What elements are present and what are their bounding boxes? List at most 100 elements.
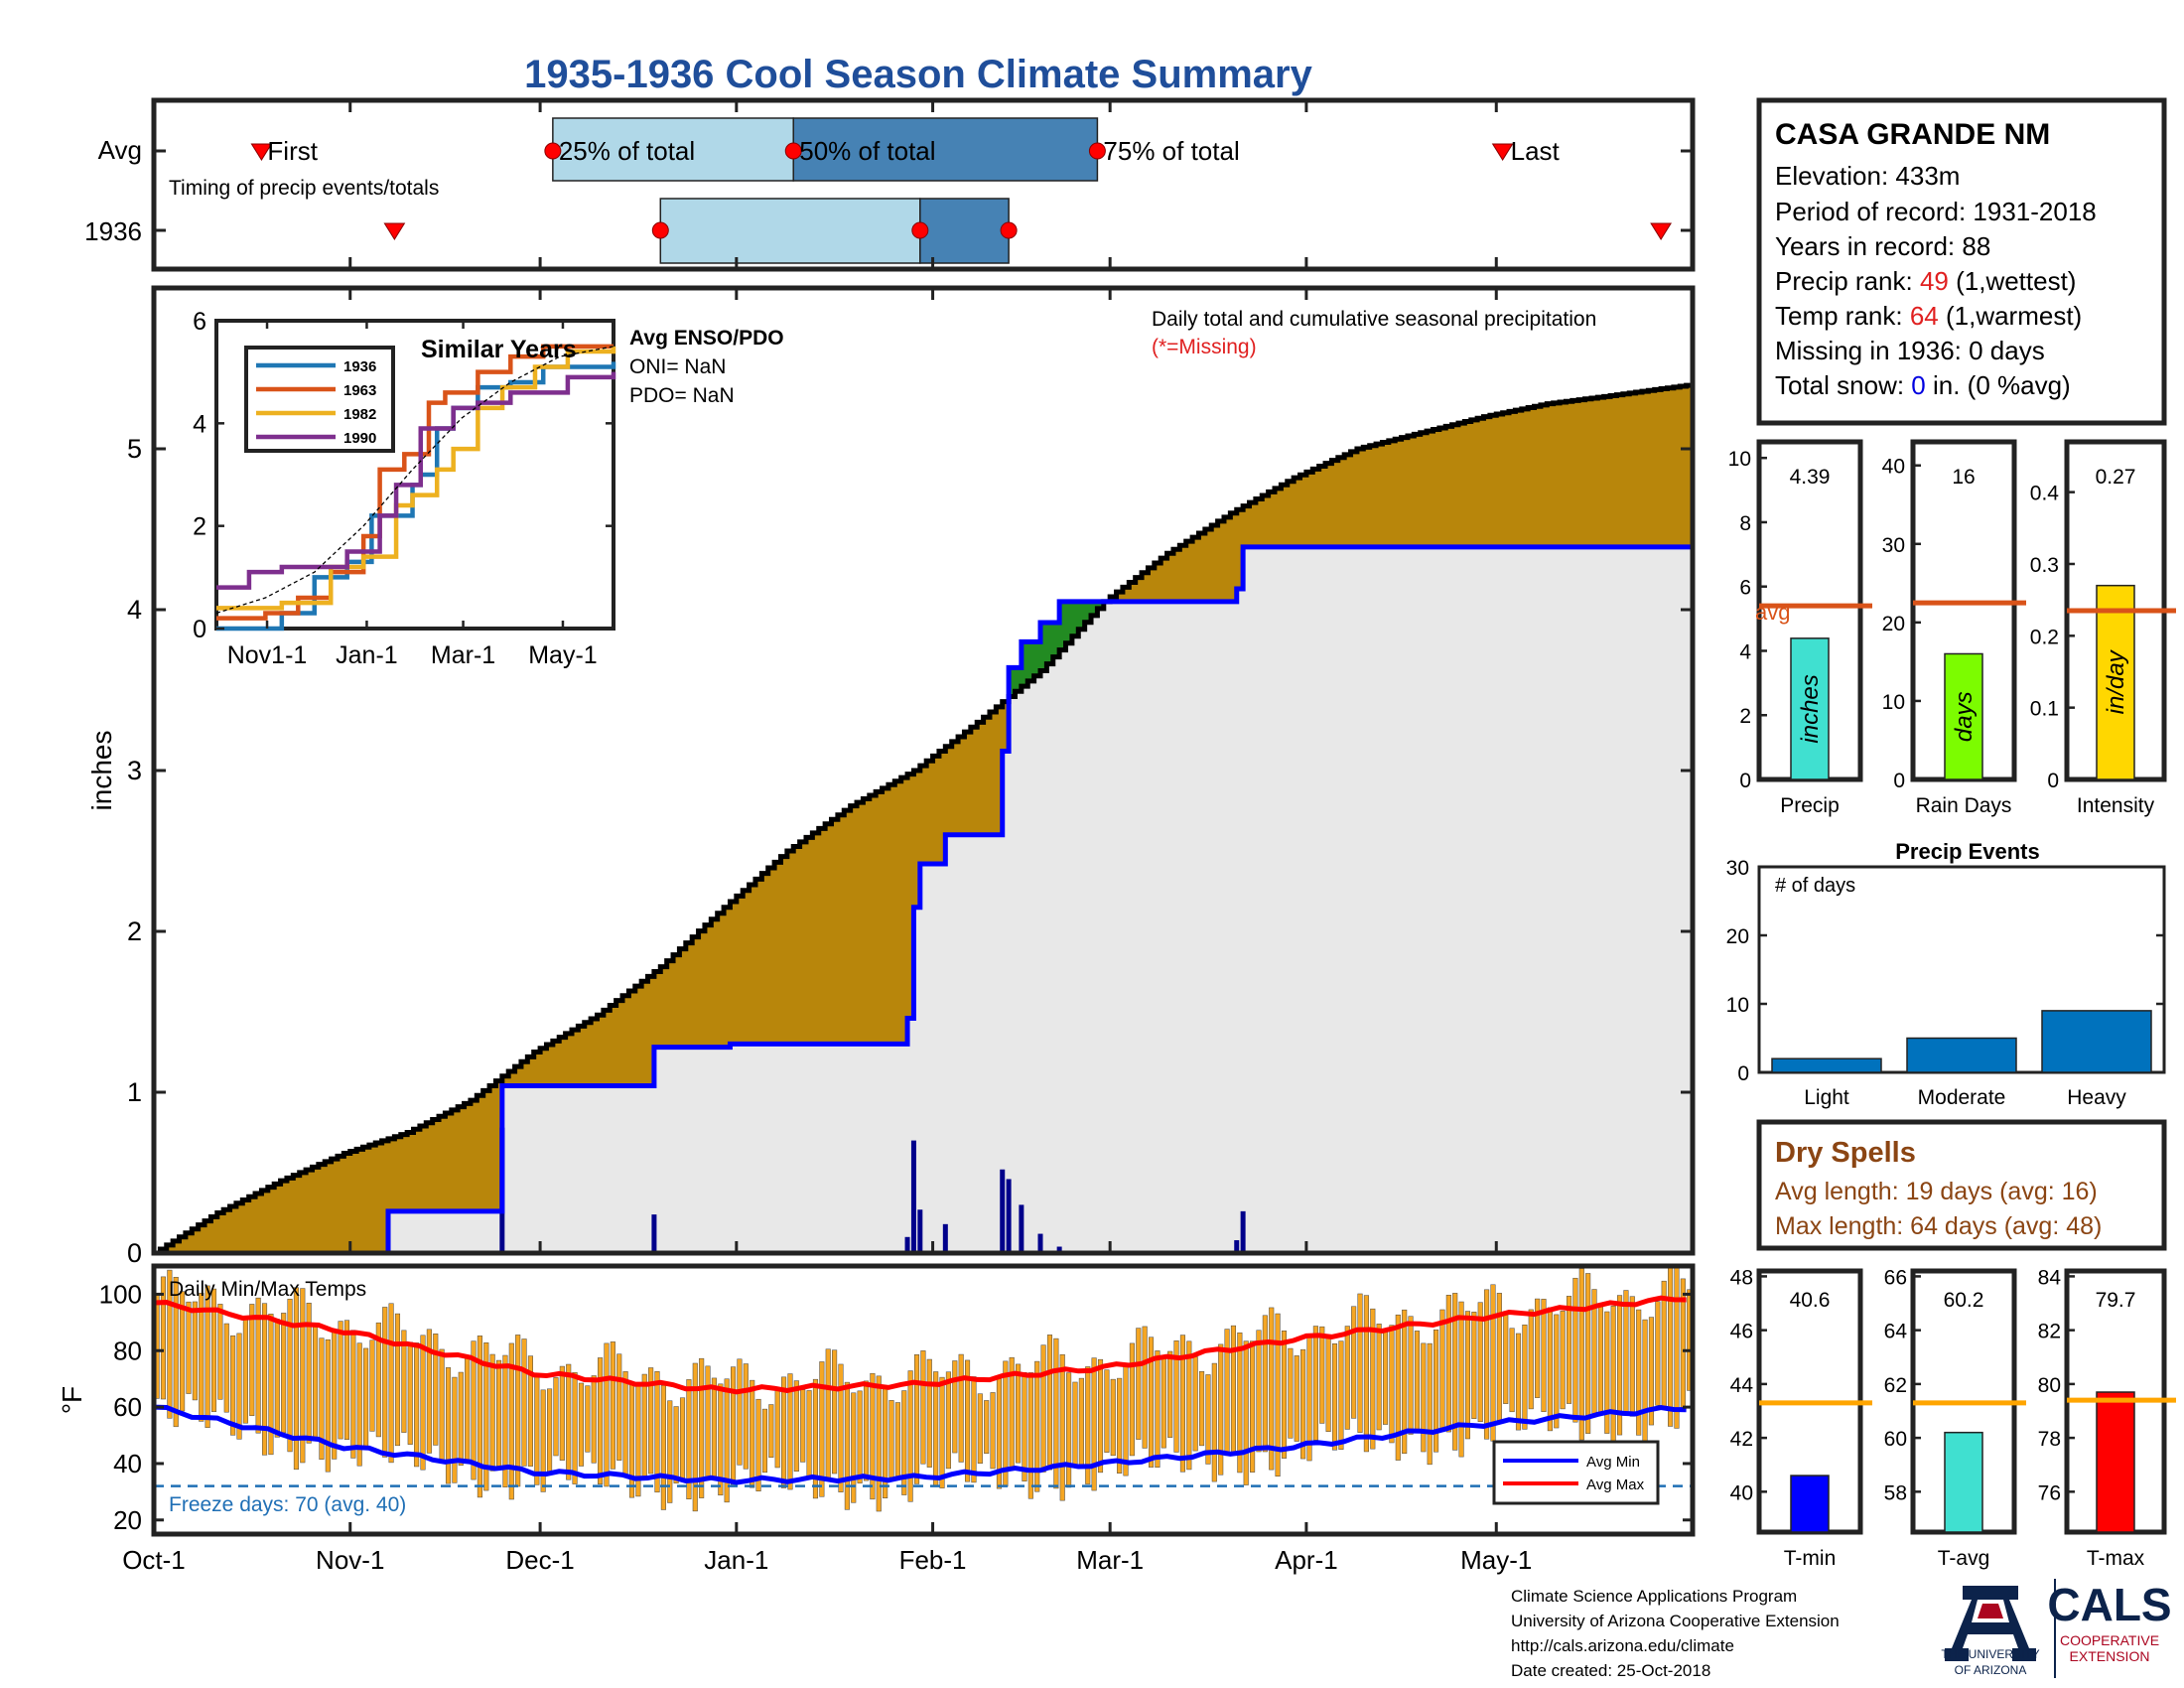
daily-temp-bar	[300, 1288, 306, 1464]
precip-events-category: Heavy	[2067, 1086, 2126, 1109]
temp-y-tick-label: 100	[99, 1279, 142, 1309]
precip-y-axis-label: inches	[86, 731, 117, 811]
precip-events-panel: Precip Events Light Moderate Heavy0102030 …	[1726, 839, 2166, 1109]
precip-events-category: Light	[1804, 1086, 1849, 1109]
daily-temp-bar	[1427, 1342, 1433, 1466]
daily-temp-bar	[1129, 1342, 1135, 1457]
daily-temp-bar	[591, 1375, 597, 1464]
daily-temp-bar	[1034, 1360, 1040, 1492]
temp-summary-y-tick-label: 82	[2038, 1321, 2061, 1343]
precip-events-y-tick-label: 0	[1737, 1062, 1749, 1085]
footer: Climate Science Applications Program Uni…	[1511, 1579, 2172, 1680]
temp-y-axis-label: °F	[57, 1386, 87, 1414]
daily-temp-bar	[812, 1378, 819, 1499]
daily-temp-bar	[990, 1392, 996, 1470]
daily-temp-bar	[540, 1389, 546, 1492]
station-precip-rank: Precip rank: 49 (1,wettest)	[1775, 266, 2076, 296]
x-tick-label: Mar-1	[1076, 1545, 1144, 1575]
daily-temp-bar	[604, 1342, 610, 1487]
daily-temp-bar	[356, 1342, 362, 1467]
precip-y-tick-label: 3	[127, 756, 142, 785]
daily-temp-bar	[1085, 1366, 1091, 1484]
daily-temp-bar	[1312, 1326, 1318, 1441]
daily-precip-bar	[910, 1140, 916, 1253]
daily-temp-bar	[913, 1354, 920, 1484]
summary-bar-precip: avg 4.39 inches 0 2 4 6 8 10 Precip	[1728, 439, 1872, 817]
temp-summary-y-tick-label: 76	[2038, 1481, 2061, 1504]
summary-bar-avg-label: avg	[1755, 600, 1790, 625]
daily-temp-bar	[382, 1307, 388, 1458]
daily-temp-bar	[255, 1297, 261, 1434]
daily-temp-bar	[711, 1377, 717, 1477]
timing-marker-q50	[911, 221, 929, 239]
daily-temp-bar	[1059, 1353, 1065, 1501]
daily-temp-bar	[242, 1319, 248, 1424]
daily-temp-bar	[1256, 1330, 1262, 1453]
x-tick-label: Apr-1	[1275, 1545, 1338, 1575]
temp-legend: Avg Min Avg Max	[1492, 1440, 1660, 1505]
daily-temp-bar	[261, 1303, 268, 1456]
inset-y-tick-label: 6	[193, 308, 206, 336]
daily-temp-bar	[1623, 1290, 1629, 1416]
timing-label-last: Last	[1511, 136, 1561, 166]
daily-temp-bar	[1554, 1314, 1560, 1429]
daily-temp-bar	[1458, 1301, 1464, 1458]
daily-precip-bar	[917, 1209, 923, 1253]
daily-temp-bar	[894, 1402, 900, 1477]
precip-panel: 0 1 2 3 4 5 inches Daily total and cumulative…	[86, 285, 1696, 1268]
summary-bar-y-tick-label: 2	[1739, 705, 1751, 728]
daily-temp-bar	[1370, 1308, 1376, 1450]
daily-temp-bar	[192, 1301, 198, 1401]
daily-temp-bar	[452, 1376, 458, 1483]
daily-temp-bar	[787, 1373, 793, 1490]
freeze-days-label: Freeze days: 70 (avg. 40)	[169, 1493, 406, 1516]
daily-temp-bar	[654, 1371, 660, 1493]
timing-marker-first	[383, 222, 406, 240]
timing-label-q50: 50% of total	[799, 136, 935, 166]
temp-summary-bar	[2096, 1391, 2135, 1533]
daily-temp-bar	[249, 1304, 255, 1417]
daily-temp-bar	[1338, 1340, 1344, 1450]
summary-bar-label: Rain Days	[1916, 794, 2012, 817]
legend-avg-max: Avg Max	[1586, 1477, 1645, 1493]
summary-bar-unit: inches	[1797, 674, 1824, 743]
ua-logo-text2: OF ARIZONA	[1955, 1663, 2027, 1677]
daily-temp-bar	[610, 1341, 615, 1470]
ua-logo: THE UNIVERSITY OF ARIZONA	[1941, 1586, 2040, 1677]
daily-temp-bar	[1572, 1277, 1578, 1423]
daily-temp-bar	[1357, 1293, 1363, 1433]
season-summary-bars: avg 4.39 inches 0 2 4 6 8 10 Precip 16 days 0 10 20 30 4…	[1728, 439, 2176, 817]
daily-temp-bar	[1541, 1299, 1547, 1413]
timing-box-q25-q50	[659, 198, 921, 264]
daily-temp-bar	[1617, 1295, 1623, 1436]
inset-legend-label: 1936	[343, 358, 376, 375]
daily-temp-bar	[1110, 1378, 1116, 1457]
temp-summary-value-label: 60.2	[1944, 1289, 1984, 1312]
temp-title: Daily Min/Max Temps	[169, 1278, 366, 1301]
temp-summary-y-tick-label: 40	[1730, 1481, 1753, 1504]
daily-temp-bar	[851, 1392, 857, 1503]
station-info-box: CASA GRANDE NM Elevation: 433m Period of…	[1756, 97, 2167, 426]
shared-x-axis: Oct-1 Nov-1 Dec-1 Jan-1 Feb-1 Mar-1 Apr-1 May-1	[122, 1522, 1532, 1575]
daily-temp-bar	[160, 1276, 167, 1400]
temp-summary-label: T-max	[2087, 1547, 2145, 1570]
temp-summary-y-tick-label: 60	[1884, 1428, 1907, 1451]
daily-temp-bar	[832, 1349, 838, 1475]
observed-cumulative-area	[154, 546, 1693, 1253]
daily-temp-bar	[641, 1373, 647, 1479]
daily-temp-bar	[724, 1378, 730, 1503]
daily-temp-bar	[332, 1330, 338, 1460]
daily-temp-bar	[1604, 1311, 1610, 1434]
station-years: Years in record: 88	[1775, 231, 1990, 261]
daily-temp-bar	[750, 1379, 755, 1488]
daily-precip-bar	[651, 1214, 657, 1253]
daily-temp-bar	[1281, 1331, 1288, 1459]
daily-temp-bar	[268, 1314, 274, 1456]
summary-bar-y-tick-label: 4	[1739, 640, 1751, 663]
temp-summary-y-tick-label: 80	[2038, 1374, 2061, 1397]
summary-bar-y-tick-label: 0	[1739, 770, 1751, 792]
timing-label-q75: 75% of total	[1103, 136, 1239, 166]
timing-box-q25-q50	[552, 117, 794, 182]
daily-temp-bar	[673, 1406, 679, 1483]
daily-temp-bar	[465, 1355, 471, 1462]
